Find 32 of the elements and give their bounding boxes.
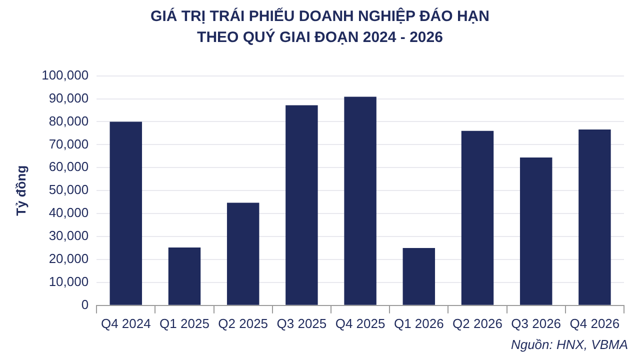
y-tick-label: 30,000 xyxy=(48,228,89,244)
x-tick-label: Q4 2026 xyxy=(570,316,620,331)
bar xyxy=(226,202,260,305)
x-tick-label: Q1 2025 xyxy=(160,316,210,331)
bar xyxy=(168,248,201,305)
y-tick-label: 100,000 xyxy=(42,67,89,82)
text: Nguồn: HNX, VBMA xyxy=(510,337,628,352)
y-tick-label: 0 xyxy=(81,296,89,312)
y-tick-label: 10,000 xyxy=(48,274,89,290)
y-tick-label: 50,000 xyxy=(48,182,89,198)
x-tick-label: Q2 2026 xyxy=(452,316,502,331)
bar xyxy=(461,130,494,305)
y-tick-label: 60,000 xyxy=(48,159,89,174)
bar xyxy=(402,248,436,305)
bar xyxy=(286,105,318,305)
x-tick-label: Q4 2024 xyxy=(100,316,151,331)
x-tick-label: Q3 2026 xyxy=(511,316,562,331)
x-tick-label: Q3 2025 xyxy=(276,316,327,331)
y-axis-title: Tỷ đồng xyxy=(13,165,28,216)
x-tick-label: Q4 2025 xyxy=(335,316,386,331)
y-tick-label: 70,000 xyxy=(48,136,89,152)
chart-title: GIÁ TRỊ TRÁI PHIẾU DOANH NGHIỆP ĐÁO HẠN THEO QUÝ GIAI ĐOẠN 2024 - 2026 xyxy=(150,6,490,48)
y-tick-label: 90,000 xyxy=(48,90,89,106)
y-tick-label: 20,000 xyxy=(48,251,89,266)
bar xyxy=(520,158,552,305)
y-tick-label: 40,000 xyxy=(48,205,89,220)
bar xyxy=(578,130,611,305)
y-tick-label: 80,000 xyxy=(48,113,89,128)
bar xyxy=(110,122,142,305)
x-tick-label: Q1 2026 xyxy=(394,316,444,331)
bar xyxy=(344,96,376,305)
x-tick-label: Q2 2025 xyxy=(218,316,268,331)
